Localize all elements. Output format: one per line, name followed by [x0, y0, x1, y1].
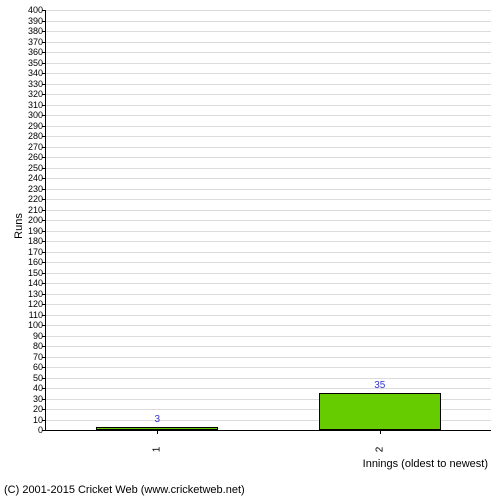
- ytick-label: 280: [28, 131, 43, 141]
- gridline: [46, 241, 491, 242]
- ytick-label: 370: [28, 37, 43, 47]
- gridline: [46, 157, 491, 158]
- copyright-footer: (C) 2001-2015 Cricket Web (www.cricketwe…: [4, 484, 245, 496]
- ytick-label: 220: [28, 194, 43, 204]
- ytick-label: 340: [28, 68, 43, 78]
- ytick-label: 30: [33, 394, 43, 404]
- ytick-label: 20: [33, 404, 43, 414]
- ytick-label: 60: [33, 362, 43, 372]
- ytick-label: 200: [28, 215, 43, 225]
- ytick-label: 260: [28, 152, 43, 162]
- ytick-label: 140: [28, 278, 43, 288]
- ytick-label: 150: [28, 268, 43, 278]
- gridline: [46, 336, 491, 337]
- gridline: [46, 168, 491, 169]
- gridline: [46, 21, 491, 22]
- ytick-label: 180: [28, 236, 43, 246]
- ytick-label: 10: [33, 415, 43, 425]
- gridline: [46, 42, 491, 43]
- gridline: [46, 105, 491, 106]
- ytick-label: 350: [28, 58, 43, 68]
- ytick-label: 80: [33, 341, 43, 351]
- gridline: [46, 126, 491, 127]
- gridline: [46, 189, 491, 190]
- ytick-label: 100: [28, 320, 43, 330]
- gridline: [46, 273, 491, 274]
- ytick-label: 310: [28, 100, 43, 110]
- xtick-mark: [157, 430, 158, 434]
- plot-area: 0102030405060708090100110120130140150160…: [45, 10, 491, 431]
- ytick-label: 330: [28, 79, 43, 89]
- gridline: [46, 10, 491, 11]
- xtick-mark: [380, 430, 381, 434]
- gridline: [46, 346, 491, 347]
- ytick-label: 360: [28, 47, 43, 57]
- gridline: [46, 63, 491, 64]
- gridline: [46, 84, 491, 85]
- bar: [319, 393, 441, 430]
- gridline: [46, 136, 491, 137]
- xtick-label: 2: [374, 447, 385, 453]
- ytick-label: 270: [28, 142, 43, 152]
- gridline: [46, 262, 491, 263]
- gridline: [46, 294, 491, 295]
- ytick-label: 120: [28, 299, 43, 309]
- gridline: [46, 115, 491, 116]
- gridline: [46, 210, 491, 211]
- gridline: [46, 367, 491, 368]
- bar-value-label: 3: [154, 414, 160, 425]
- ytick-label: 230: [28, 184, 43, 194]
- gridline: [46, 283, 491, 284]
- gridline: [46, 73, 491, 74]
- ytick-label: 400: [28, 5, 43, 15]
- ytick-label: 320: [28, 89, 43, 99]
- ytick-label: 90: [33, 331, 43, 341]
- gridline: [46, 52, 491, 53]
- ytick-label: 190: [28, 226, 43, 236]
- ytick-label: 390: [28, 16, 43, 26]
- gridline: [46, 178, 491, 179]
- ytick-label: 0: [38, 425, 43, 435]
- gridline: [46, 94, 491, 95]
- x-axis-label: Innings (oldest to newest): [363, 458, 488, 470]
- gridline: [46, 252, 491, 253]
- gridline: [46, 388, 491, 389]
- ytick-label: 130: [28, 289, 43, 299]
- ytick-label: 170: [28, 247, 43, 257]
- gridline: [46, 315, 491, 316]
- ytick-label: 110: [29, 310, 43, 320]
- ytick-label: 160: [28, 257, 43, 267]
- y-axis-label: Runs: [13, 213, 25, 239]
- ytick-label: 250: [28, 163, 43, 173]
- ytick-label: 290: [28, 121, 43, 131]
- ytick-label: 40: [33, 383, 43, 393]
- chart-container: 0102030405060708090100110120130140150160…: [0, 0, 500, 500]
- gridline: [46, 357, 491, 358]
- gridline: [46, 378, 491, 379]
- gridline: [46, 199, 491, 200]
- gridline: [46, 325, 491, 326]
- gridline: [46, 220, 491, 221]
- gridline: [46, 31, 491, 32]
- ytick-label: 380: [28, 26, 43, 36]
- bar-value-label: 35: [374, 380, 385, 391]
- gridline: [46, 231, 491, 232]
- ytick-label: 70: [33, 352, 43, 362]
- ytick-label: 300: [28, 110, 43, 120]
- ytick-label: 240: [28, 173, 43, 183]
- gridline: [46, 147, 491, 148]
- gridline: [46, 304, 491, 305]
- ytick-label: 50: [33, 373, 43, 383]
- xtick-label: 1: [152, 447, 163, 453]
- ytick-label: 210: [28, 205, 43, 215]
